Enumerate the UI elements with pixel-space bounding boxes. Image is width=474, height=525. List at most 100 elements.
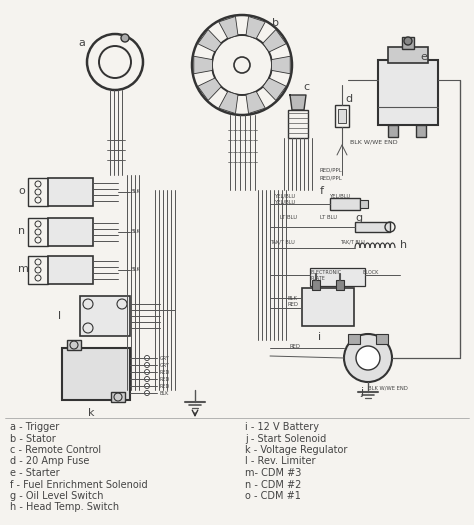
- Polygon shape: [198, 29, 221, 52]
- Bar: [67, 340, 81, 350]
- Text: k: k: [88, 408, 94, 418]
- Text: f - Fuel Enrichment Solenoid: f - Fuel Enrichment Solenoid: [10, 479, 147, 489]
- Text: m- CDM #3: m- CDM #3: [245, 468, 301, 478]
- Text: RED: RED: [160, 377, 170, 382]
- Text: BLK: BLK: [131, 267, 141, 272]
- Text: TAK/T BLU: TAK/T BLU: [340, 240, 365, 245]
- Bar: [388, 125, 398, 137]
- Text: b: b: [272, 18, 279, 28]
- Bar: [28, 256, 48, 284]
- Bar: [48, 256, 93, 284]
- Text: g - Oil Level Switch: g - Oil Level Switch: [10, 491, 103, 501]
- Text: o: o: [18, 186, 25, 196]
- Text: BLOCK: BLOCK: [363, 270, 379, 275]
- Text: RED: RED: [288, 302, 299, 307]
- Bar: [62, 348, 130, 400]
- Text: l - Rev. Limiter: l - Rev. Limiter: [245, 457, 316, 467]
- Polygon shape: [219, 91, 238, 113]
- Bar: [312, 280, 320, 290]
- Text: BLK W/WE END: BLK W/WE END: [368, 385, 408, 390]
- Text: a - Trigger: a - Trigger: [10, 422, 59, 432]
- Text: l: l: [58, 311, 61, 321]
- Text: h: h: [400, 240, 407, 250]
- Text: PLATE: PLATE: [311, 276, 326, 281]
- Bar: [288, 110, 308, 138]
- Text: ELECTRONIC: ELECTRONIC: [311, 270, 342, 275]
- Circle shape: [404, 37, 412, 45]
- Text: h - Head Temp. Switch: h - Head Temp. Switch: [10, 502, 119, 512]
- Text: BLK: BLK: [131, 229, 141, 234]
- Text: e: e: [420, 52, 427, 62]
- Bar: [28, 178, 48, 206]
- Bar: [388, 47, 428, 63]
- Text: RED/PPL: RED/PPL: [320, 175, 343, 180]
- Text: c: c: [303, 82, 309, 92]
- Text: YEL/BLU: YEL/BLU: [275, 193, 296, 198]
- Polygon shape: [194, 56, 212, 74]
- Polygon shape: [246, 16, 265, 39]
- Bar: [302, 288, 354, 326]
- Text: n: n: [18, 226, 25, 236]
- Polygon shape: [198, 78, 221, 100]
- Bar: [402, 37, 414, 49]
- Text: i - 12 V Battery: i - 12 V Battery: [245, 422, 319, 432]
- Bar: [376, 334, 388, 344]
- Bar: [48, 178, 93, 206]
- Text: GRY: GRY: [160, 363, 170, 368]
- Text: BLK: BLK: [131, 189, 141, 194]
- Polygon shape: [219, 16, 238, 39]
- Polygon shape: [272, 56, 290, 74]
- Bar: [330, 198, 360, 210]
- Polygon shape: [263, 29, 286, 52]
- Text: m: m: [18, 264, 29, 274]
- Text: j - Start Solenoid: j - Start Solenoid: [245, 434, 326, 444]
- Text: b - Stator: b - Stator: [10, 434, 56, 444]
- Text: c - Remote Control: c - Remote Control: [10, 445, 101, 455]
- Text: BLK: BLK: [288, 296, 298, 301]
- Text: f: f: [320, 186, 324, 196]
- Bar: [80, 296, 130, 336]
- Text: k - Voltage Regulator: k - Voltage Regulator: [245, 445, 347, 455]
- Bar: [348, 334, 360, 344]
- Polygon shape: [290, 95, 306, 110]
- Circle shape: [145, 383, 149, 388]
- Text: a: a: [78, 38, 85, 48]
- Text: g: g: [355, 213, 362, 223]
- Circle shape: [344, 334, 392, 382]
- Text: BLK: BLK: [160, 391, 169, 396]
- Text: LT BLU: LT BLU: [320, 215, 337, 220]
- Bar: [28, 218, 48, 246]
- Bar: [338, 109, 346, 123]
- Bar: [355, 222, 390, 232]
- Text: RED/PPL: RED/PPL: [320, 168, 343, 173]
- Text: TAK/T BLU: TAK/T BLU: [270, 240, 295, 245]
- Text: RED: RED: [160, 370, 170, 375]
- Text: d - 20 Amp Fuse: d - 20 Amp Fuse: [10, 457, 90, 467]
- Text: YEL/BLU: YEL/BLU: [330, 193, 351, 198]
- Circle shape: [356, 346, 380, 370]
- Text: d: d: [345, 94, 352, 104]
- Text: YEL/BLU: YEL/BLU: [275, 200, 296, 205]
- Text: i: i: [318, 332, 321, 342]
- Circle shape: [145, 376, 149, 382]
- Bar: [111, 392, 125, 402]
- Bar: [310, 268, 365, 286]
- Polygon shape: [246, 91, 265, 113]
- Bar: [378, 60, 438, 125]
- Text: LT BLU: LT BLU: [280, 215, 297, 220]
- Bar: [335, 105, 349, 127]
- Text: RED: RED: [160, 384, 170, 389]
- Text: n - CDM #2: n - CDM #2: [245, 479, 301, 489]
- Text: o - CDM #1: o - CDM #1: [245, 491, 301, 501]
- Bar: [336, 280, 344, 290]
- Text: j: j: [360, 387, 363, 397]
- Bar: [416, 125, 426, 137]
- Circle shape: [121, 34, 129, 42]
- Circle shape: [145, 370, 149, 374]
- Bar: [48, 218, 93, 246]
- Bar: [360, 200, 368, 208]
- Circle shape: [145, 355, 149, 361]
- Polygon shape: [263, 78, 286, 100]
- Text: GRY: GRY: [160, 356, 170, 361]
- Circle shape: [145, 362, 149, 368]
